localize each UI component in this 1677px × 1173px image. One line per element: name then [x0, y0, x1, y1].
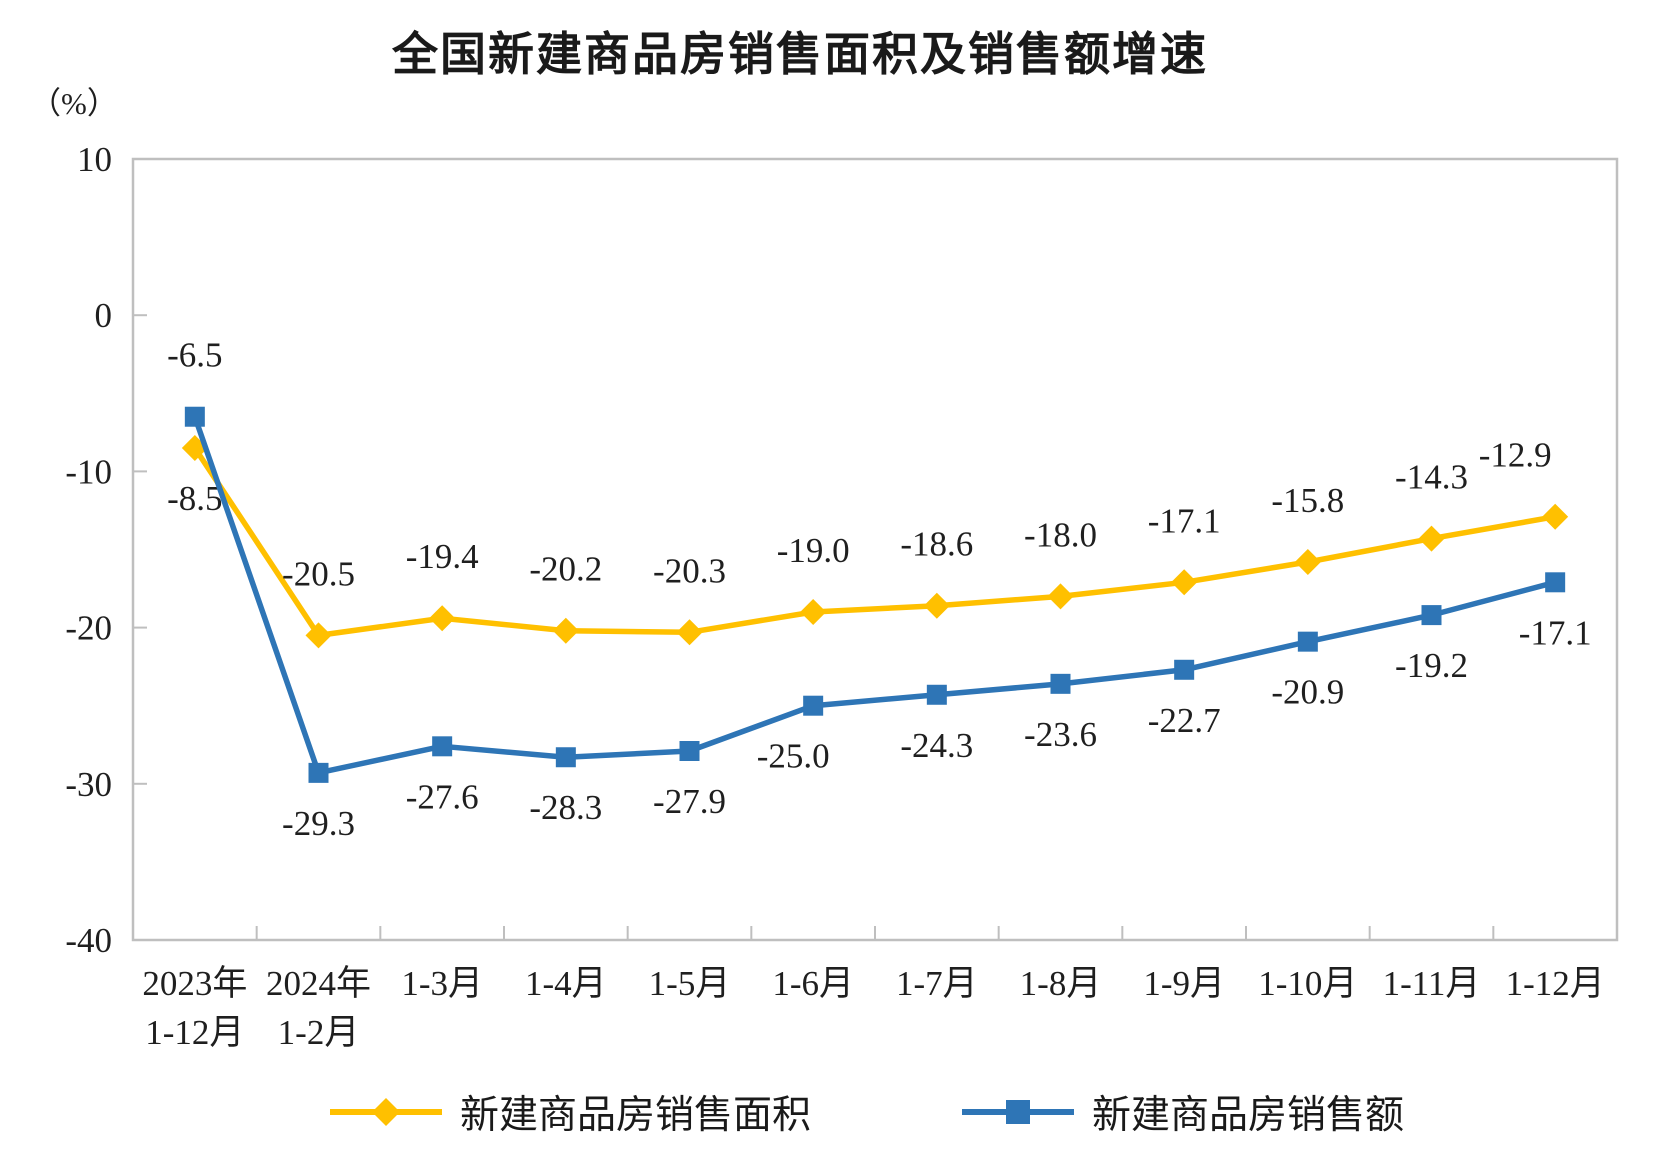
- y-axis-unit-label: （%）: [30, 86, 118, 121]
- data-label: -19.0: [777, 531, 850, 570]
- square-marker-icon: [803, 695, 824, 716]
- y-axis-tick-label: 10: [77, 140, 112, 179]
- x-axis-tick-label: 2024年 1-2月: [266, 964, 371, 1052]
- data-label: -12.9: [1479, 436, 1552, 475]
- x-axis-tick-label: 1-11月: [1383, 964, 1481, 1003]
- y-axis-tick-label: -10: [65, 452, 112, 491]
- diamond-marker-icon: [305, 622, 332, 649]
- legend-swatch-sales-area-icon: [330, 1098, 442, 1126]
- data-label: -24.3: [900, 726, 973, 765]
- square-marker-icon: [1297, 631, 1318, 652]
- x-axis-tick-label: 1-5月: [649, 964, 731, 1003]
- square-marker-icon: [1174, 659, 1195, 680]
- x-axis-tick-label: 1-4月: [525, 964, 607, 1003]
- x-axis-tick-label: 1-12月: [1506, 964, 1605, 1003]
- data-label: -14.3: [1395, 458, 1468, 497]
- legend-item-sales-area: 新建商品房销售面积: [328, 1086, 811, 1138]
- data-label: -19.2: [1395, 646, 1468, 685]
- legend-label-sales-area: 新建商品房销售面积: [460, 1094, 812, 1137]
- diamond-marker-icon: [1294, 548, 1321, 575]
- data-label: -27.9: [653, 782, 726, 821]
- series-data-labels-0: -8.5 -20.5 -19.4 -20.2 -20.3 -19.0 -18.6 -18.0 -…: [167, 436, 1551, 594]
- data-label: -8.5: [167, 479, 222, 518]
- y-axis-ticks: 10 0 -10 -20 -30 -40: [65, 140, 147, 960]
- diamond-marker-icon: [800, 598, 827, 625]
- square-marker-icon: [432, 736, 453, 757]
- data-label: -25.0: [757, 737, 830, 776]
- square-marker-icon: [308, 762, 329, 783]
- series-line-0: [181, 434, 1569, 649]
- data-label: -15.8: [1271, 481, 1344, 520]
- x-axis-tick-label: 1-8月: [1020, 964, 1102, 1003]
- data-label: -20.9: [1271, 673, 1344, 712]
- diamond-marker-icon: [1542, 503, 1569, 530]
- data-label: -29.3: [282, 804, 355, 843]
- diamond-marker-icon: [923, 592, 950, 619]
- data-label: -17.1: [1148, 501, 1221, 540]
- data-label: -20.3: [653, 551, 726, 590]
- diamond-marker-icon: [1171, 569, 1198, 596]
- y-axis-tick-label: -30: [65, 765, 112, 804]
- square-marker-icon: [926, 684, 947, 705]
- diamond-marker-icon: [1047, 583, 1074, 610]
- series-data-labels-1: -6.5 -29.3 -27.6 -28.3 -27.9 -25.0 -24.3 -23.6 -…: [167, 336, 1591, 843]
- diamond-marker-icon: [1418, 525, 1445, 552]
- data-label: -19.4: [406, 537, 479, 576]
- x-axis-tick-label: 1-7月: [896, 964, 978, 1003]
- y-axis-tick-label: 0: [95, 296, 113, 335]
- data-label: -22.7: [1148, 701, 1221, 740]
- plot-border: [131, 157, 1619, 942]
- data-label: -6.5: [167, 336, 222, 375]
- x-axis-tick-label: 2023年 1-12月: [142, 964, 247, 1052]
- data-label: -17.1: [1519, 613, 1592, 652]
- x-axis-tick-label: 1-3月: [401, 964, 483, 1003]
- series-line-1: [184, 406, 1566, 783]
- data-label: -20.2: [529, 550, 602, 589]
- square-marker-icon: [1050, 673, 1071, 694]
- legend-item-sales-value: 新建商品房销售额: [960, 1086, 1404, 1138]
- square-marker-icon: [679, 740, 700, 761]
- x-axis-tick-label: 1-6月: [772, 964, 854, 1003]
- legend-swatch-sales-value-icon: [962, 1100, 1074, 1124]
- data-label: -20.5: [282, 554, 355, 593]
- chart-title: 全国新建商品房销售面积及销售额增速: [392, 29, 1208, 80]
- diamond-marker-icon: [552, 617, 579, 644]
- square-marker-icon: [1421, 605, 1442, 626]
- diamond-marker-icon: [429, 605, 456, 632]
- y-axis-tick-label: -40: [65, 921, 112, 960]
- x-axis-tick-label: 1-10月: [1258, 964, 1357, 1003]
- x-axis-tick-label: 1-9月: [1143, 964, 1225, 1003]
- square-marker-icon: [1545, 572, 1566, 593]
- data-label: -18.0: [1024, 515, 1097, 554]
- square-marker-icon: [555, 747, 576, 768]
- data-label: -23.6: [1024, 715, 1097, 754]
- y-axis-tick-label: -20: [65, 609, 112, 648]
- diamond-marker-icon: [676, 619, 703, 646]
- data-label: -18.6: [900, 525, 973, 564]
- data-label: -28.3: [529, 788, 602, 827]
- square-marker-icon: [184, 406, 205, 427]
- data-label: -27.6: [406, 777, 479, 816]
- legend-label-sales-value: 新建商品房销售额: [1092, 1094, 1405, 1137]
